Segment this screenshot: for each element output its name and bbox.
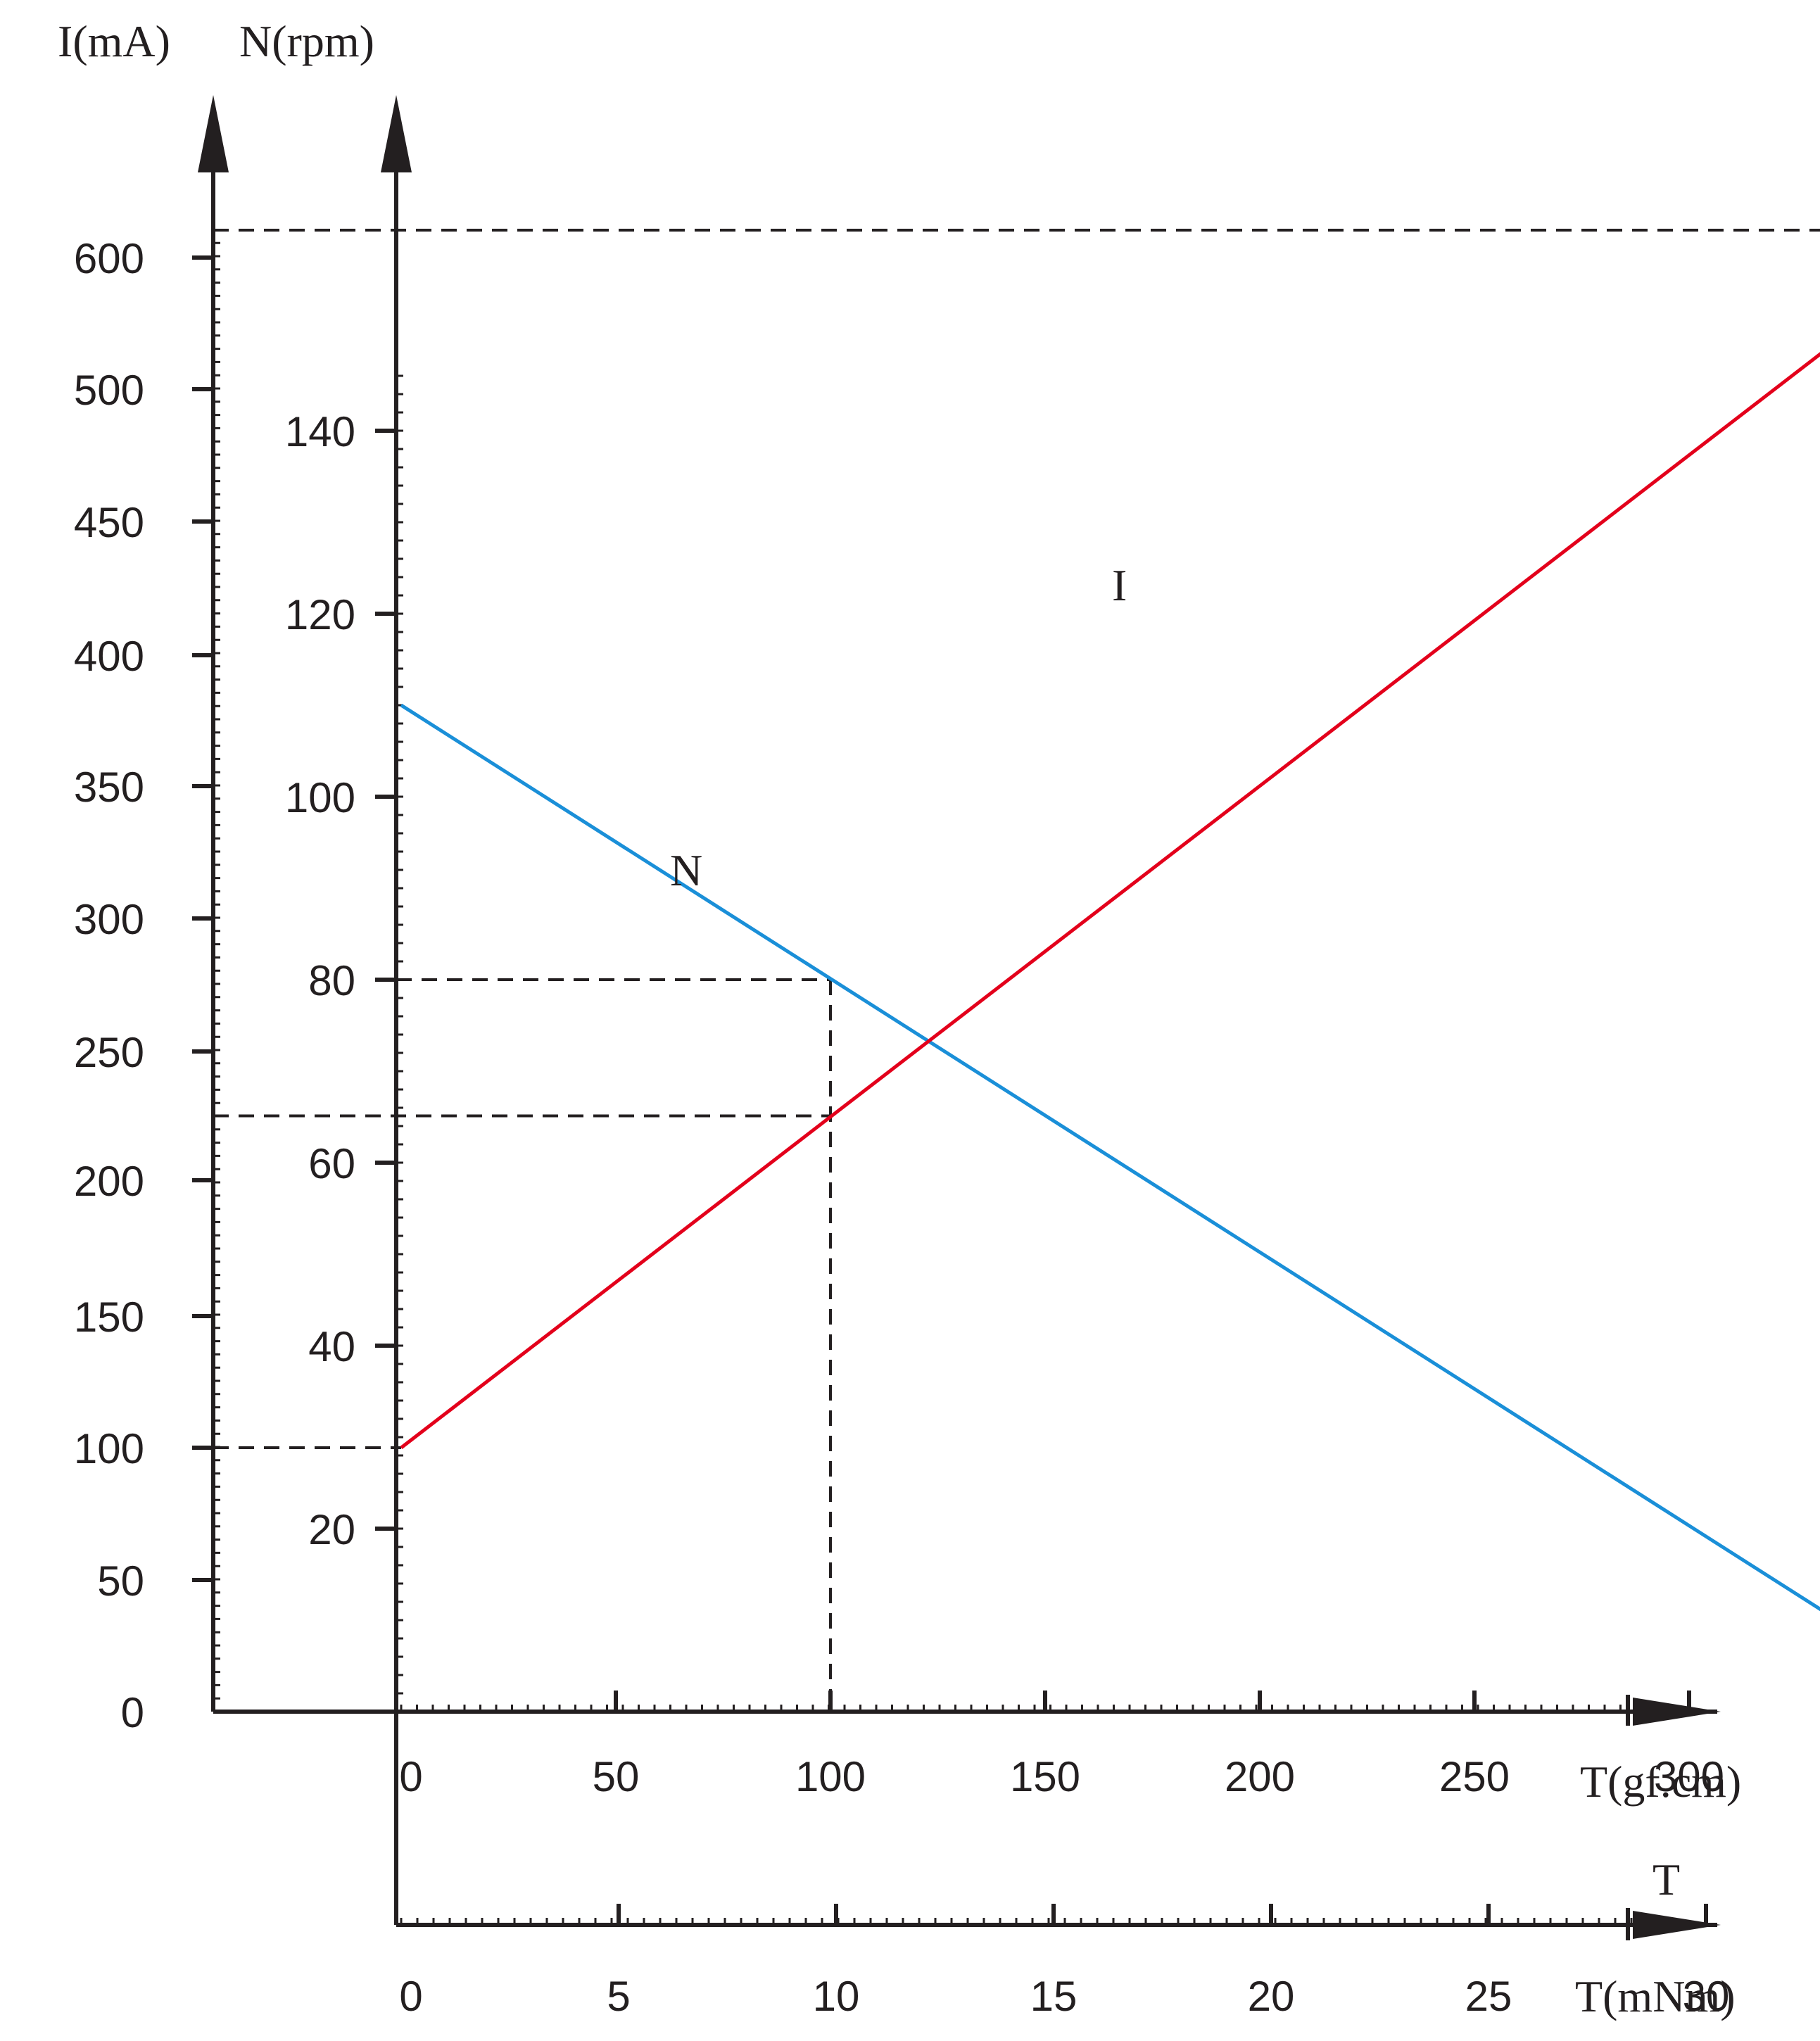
reference-dash-lines bbox=[213, 229, 1820, 1712]
torque-mnm-tick-label: 15 bbox=[1030, 1973, 1078, 2020]
current-tick-label: 0 bbox=[121, 1689, 144, 1736]
current-tick-label: 250 bbox=[74, 1029, 144, 1076]
current-tick-label: 100 bbox=[74, 1425, 144, 1472]
current-tick-label: 450 bbox=[74, 499, 144, 546]
torque-mnm-axis-arrow bbox=[1633, 1911, 1721, 1939]
speed-tick-label: 80 bbox=[308, 957, 355, 1004]
series-label-i: I bbox=[1112, 560, 1127, 610]
speed-tick-label: 120 bbox=[285, 591, 355, 638]
torque-mnm-tick-label: 10 bbox=[813, 1973, 860, 2020]
torque-gf-axis-minor-ticks bbox=[400, 1705, 1622, 1712]
series-layer bbox=[400, 352, 1820, 1612]
speed-tick-label: 40 bbox=[308, 1323, 355, 1370]
torque-gf-tick-label: 100 bbox=[795, 1753, 866, 1800]
torque-gf-tick-label: 250 bbox=[1439, 1753, 1510, 1800]
torque-gf-tick-label: 150 bbox=[1010, 1753, 1080, 1800]
torque-mnm-tick-label: 20 bbox=[1248, 1973, 1295, 2020]
torque-mnm-tick-label: 0 bbox=[399, 1973, 422, 2020]
torque-gf-tick-label: 50 bbox=[593, 1753, 640, 1800]
speed-tick-label: 20 bbox=[308, 1506, 355, 1553]
speed-tick-label: 100 bbox=[285, 774, 355, 821]
current-tick-label: 150 bbox=[74, 1294, 144, 1341]
speed-tick-label: 140 bbox=[285, 408, 355, 455]
labels-layer: I(mA) N(rpm) T(gf.cm) T T(mNm) N I 05010… bbox=[58, 16, 1741, 2021]
current-tick-label: 50 bbox=[97, 1557, 144, 1605]
current-tick-label: 600 bbox=[74, 235, 144, 282]
torque-gf-axis-label: T(gf.cm) bbox=[1580, 1757, 1741, 1807]
current-axis-label: I(mA) bbox=[58, 16, 170, 66]
torque-mnm-tick-label: 25 bbox=[1465, 1973, 1512, 2020]
series-line-n bbox=[400, 703, 1820, 1612]
torque-mnm-tick-label: 30 bbox=[1683, 1973, 1730, 2020]
current-tick-label: 200 bbox=[74, 1158, 144, 1205]
torque-mnm-axis-title: T bbox=[1652, 1854, 1680, 1904]
minor-ticks-layer bbox=[213, 241, 1633, 1925]
current-tick-label: 400 bbox=[74, 633, 144, 680]
axes-layer bbox=[192, 95, 1721, 1940]
current-axis-arrow bbox=[198, 95, 229, 172]
torque-mnm-axis-label: T(mNm) bbox=[1575, 1971, 1736, 2021]
series-line-i bbox=[400, 352, 1820, 1449]
speed-tick-label: 60 bbox=[308, 1140, 355, 1187]
current-tick-label: 500 bbox=[74, 367, 144, 414]
series-label-n: N bbox=[670, 845, 702, 895]
torque-gf-tick-label: 0 bbox=[399, 1753, 422, 1800]
torque-mnm-tick-label: 5 bbox=[607, 1973, 630, 2020]
torque-gf-tick-label: 200 bbox=[1225, 1753, 1295, 1800]
torque-mnm-axis-minor-ticks bbox=[400, 1918, 1633, 1925]
torque-gf-tick-label: 300 bbox=[1654, 1753, 1724, 1800]
current-tick-label: 350 bbox=[74, 764, 144, 811]
speed-axis-label: N(rpm) bbox=[239, 16, 374, 66]
speed-axis-arrow bbox=[381, 95, 412, 172]
torque-gf-axis-arrow bbox=[1633, 1698, 1721, 1726]
current-tick-label: 300 bbox=[74, 896, 144, 943]
